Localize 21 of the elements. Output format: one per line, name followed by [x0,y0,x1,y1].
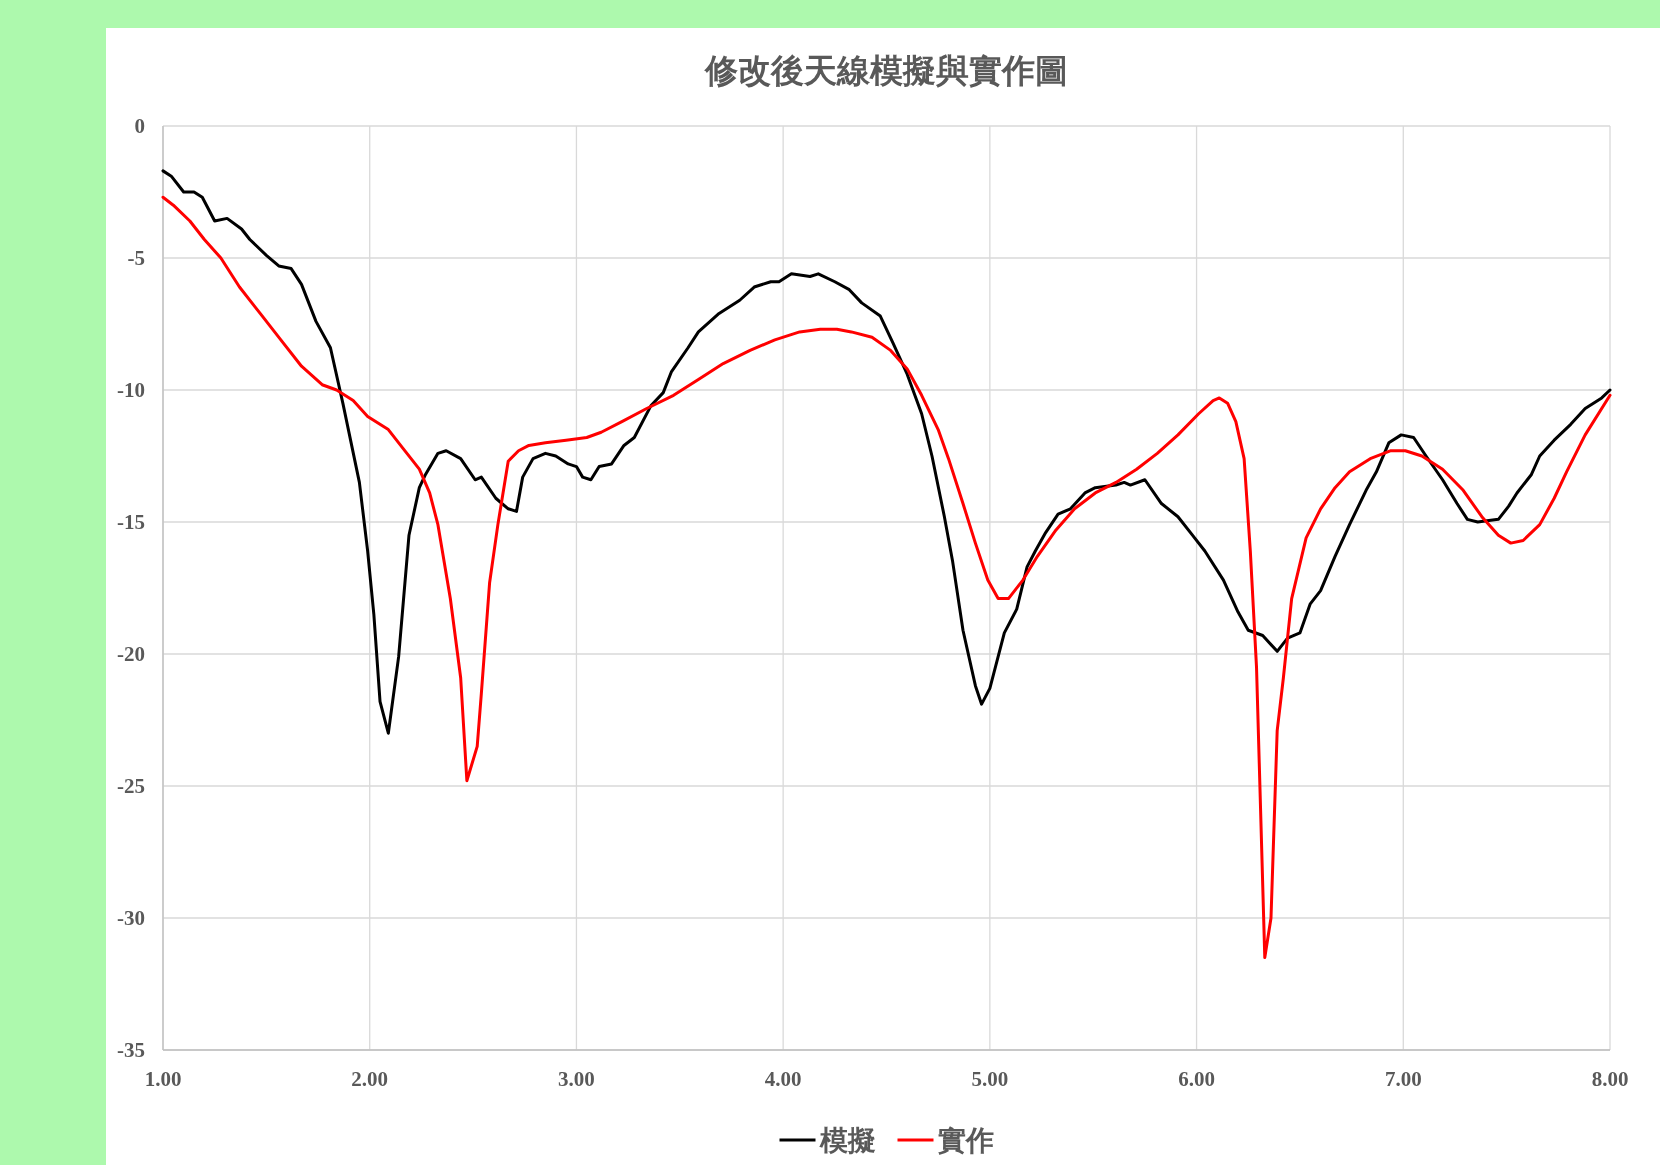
y-tick-label: -5 [127,246,145,270]
x-tick-label: 2.00 [351,1067,389,1091]
x-tick-label: 6.00 [1178,1067,1215,1091]
y-tick-label: -20 [117,642,145,666]
y-tick-label: -35 [117,1038,145,1062]
x-tick-label: 8.00 [1591,1067,1629,1091]
y-tick-label: -15 [117,510,145,534]
line-series [161,195,1612,960]
x-tick-label: 1.00 [144,1067,182,1091]
x-tick-label: 5.00 [971,1067,1009,1091]
y-tick-label: -10 [117,378,145,402]
x-tick-label: 4.00 [764,1067,802,1091]
chart-title: 修改後天線模擬與實作圖 [704,53,1068,89]
y-tick-label: -25 [117,774,145,798]
line-series [161,169,1612,735]
x-tick-label: 3.00 [558,1067,595,1091]
legend-label: 模擬 [818,1125,876,1156]
legend-label: 實作 [937,1125,994,1156]
y-tick-label: -30 [117,906,145,930]
y-tick-label: 0 [134,114,145,138]
x-tick-label: 7.00 [1384,1067,1422,1091]
